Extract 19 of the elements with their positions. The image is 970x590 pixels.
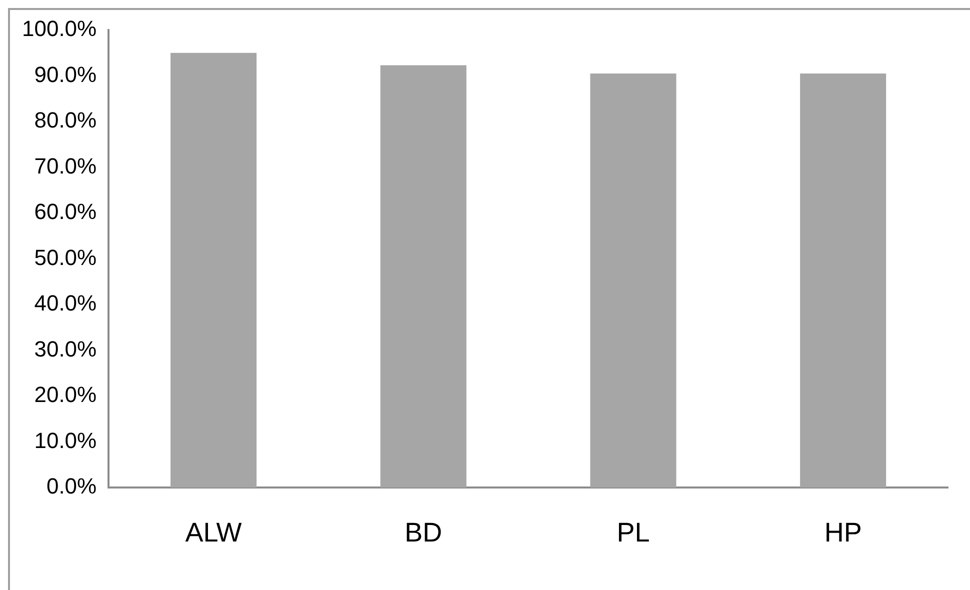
x-tick-label: PL xyxy=(616,517,650,548)
y-tick-label: 100.0% xyxy=(22,16,97,42)
y-tick-label: 50.0% xyxy=(34,244,97,270)
bar xyxy=(590,73,676,488)
y-tick-label: 20.0% xyxy=(34,382,97,408)
x-tick-label: ALW xyxy=(185,517,242,548)
y-tick-label: 80.0% xyxy=(34,108,97,133)
y-tick-label: 10.0% xyxy=(34,428,97,453)
y-tick-label: 90.0% xyxy=(34,62,97,87)
bar xyxy=(800,73,886,488)
x-tick-label: BD xyxy=(404,517,442,548)
bar xyxy=(380,65,466,488)
y-tick-label: 30.0% xyxy=(34,336,97,362)
y-tick-label: 0.0% xyxy=(46,474,97,499)
y-tick-label: 40.0% xyxy=(34,290,97,316)
y-tick-label: 70.0% xyxy=(34,153,97,178)
bar xyxy=(170,52,257,488)
y-tick-label: 60.0% xyxy=(34,199,97,224)
x-tick-label: HP xyxy=(824,517,862,548)
